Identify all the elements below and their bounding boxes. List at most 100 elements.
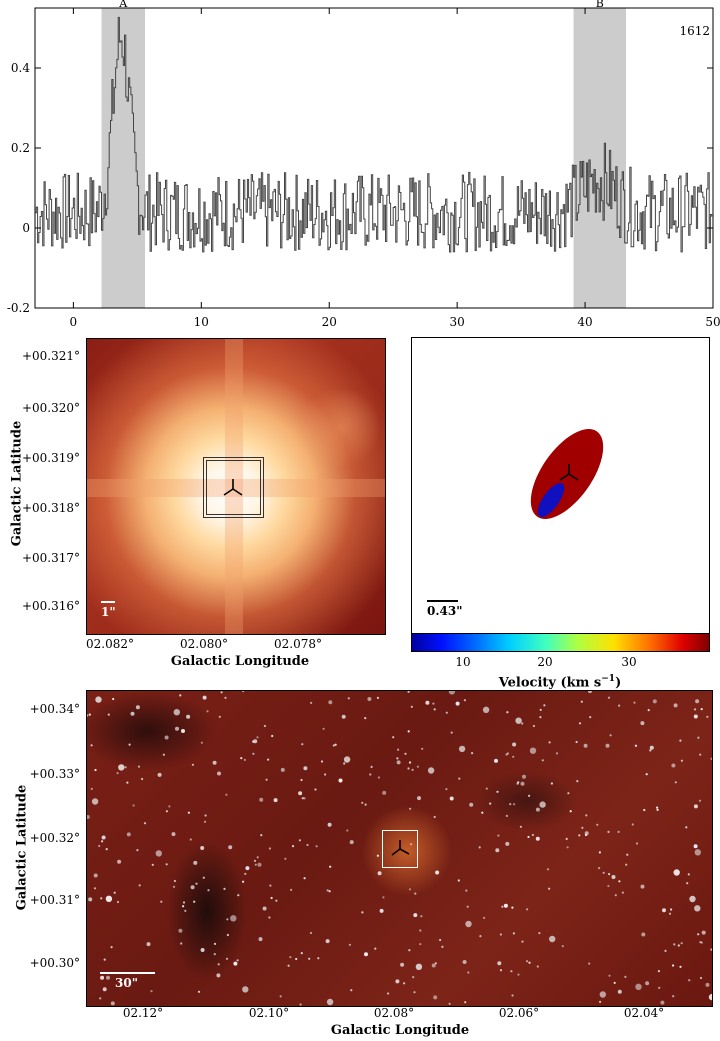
star [309,931,313,935]
star [496,790,499,793]
star [400,962,405,967]
star [694,849,701,856]
star [245,866,250,871]
star [265,778,268,781]
star [327,822,332,827]
star [660,1000,665,1005]
star [645,773,648,776]
star [141,777,144,781]
star [146,942,151,947]
star [647,709,650,712]
star [270,896,273,900]
star [364,717,367,720]
star [90,787,93,790]
star [506,711,509,714]
star [539,716,542,719]
star [107,713,110,716]
star [528,961,531,964]
zoom-map-y-tick-label: +00.321° [21,349,80,363]
spectrum-region-label-b: B [596,0,604,10]
wide-map-image: 30" [86,690,713,1007]
star [171,832,176,837]
star [469,802,474,807]
star [93,887,97,890]
star [679,965,682,968]
velocity-colorbar-label-sup: −1 [601,674,616,684]
star [106,975,110,980]
star [325,939,330,944]
star [136,849,139,852]
star [404,752,407,755]
star [263,724,266,728]
star [102,987,107,992]
zoom-map-scale-label: 1" [101,605,116,619]
wide-map-y-tick-label: +00.30° [29,956,80,970]
star [435,870,440,875]
star [698,799,702,802]
star [631,823,634,826]
wide-map-y-tick-label: +00.34° [29,702,80,716]
star [403,982,406,985]
star [410,843,413,846]
star [113,891,116,894]
star [268,847,271,850]
star [478,846,481,849]
star [228,845,233,850]
star [497,961,502,966]
star [317,957,320,960]
star [467,971,470,974]
star [411,768,414,771]
star [407,730,410,733]
star [301,743,304,746]
star [110,946,113,949]
star [259,797,264,802]
star [463,699,466,702]
zoom-map-x-tick-label: 02.078° [274,637,322,651]
star [583,743,588,748]
star [203,820,207,823]
star [206,710,209,713]
star [624,975,627,978]
star [87,714,89,717]
star [673,703,678,708]
star [224,696,227,699]
star [103,958,106,961]
star [605,743,610,748]
wide-map-maser-marker-icon [391,840,410,856]
star [395,979,400,984]
star [298,791,303,796]
star [291,845,295,848]
star [279,995,282,998]
velocity-panel: 0.43" [411,337,710,635]
star [697,736,700,739]
star [413,913,418,918]
star [253,859,257,862]
star [417,796,421,801]
star [413,991,416,994]
star [233,961,238,966]
star [535,836,540,841]
star [673,943,676,946]
star [708,993,712,1001]
star [584,833,588,837]
star [481,811,484,814]
star [581,826,584,829]
star [200,741,203,744]
star [94,768,97,772]
star [364,952,368,957]
spectrum-y-tick-label: 0.2 [11,141,30,155]
star [433,708,436,711]
star [672,995,675,998]
star [303,877,306,880]
star [299,1003,302,1006]
star [458,777,461,780]
spectrum-region-a [101,8,146,308]
star [182,901,186,904]
star [599,1000,602,1003]
velocity-colorbar-label-text: Velocity (km s [498,675,602,691]
star [254,863,257,866]
star [494,758,498,763]
star [186,714,191,719]
star [240,757,243,760]
star [88,713,91,716]
